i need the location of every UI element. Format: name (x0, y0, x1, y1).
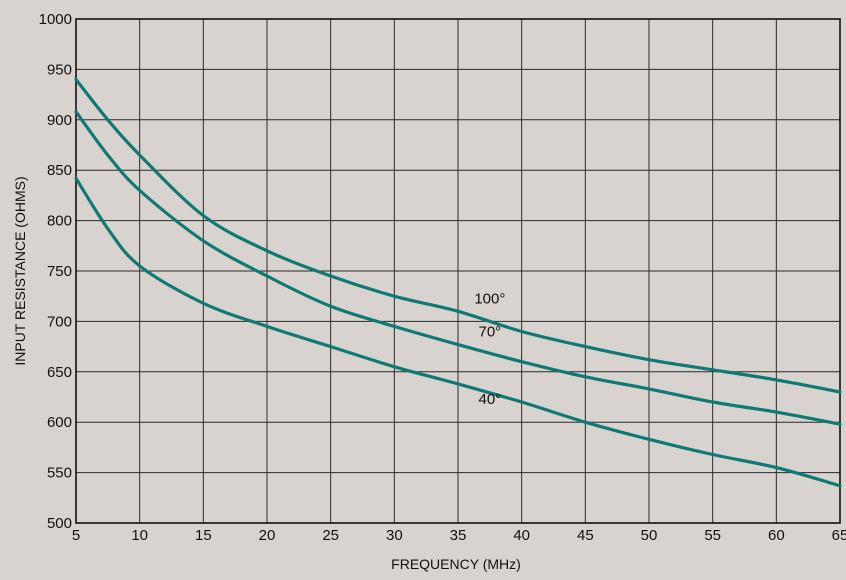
x-tick-label-50: 50 (641, 527, 658, 544)
x-axis-label: FREQUENCY (MHz) (391, 556, 521, 572)
y-tick-label-850: 850 (47, 162, 72, 179)
x-tick-label-20: 20 (259, 527, 276, 544)
x-tick-label-65: 65 (832, 527, 846, 544)
y-tick-label-600: 600 (47, 414, 72, 431)
series-label-1: 70° (478, 324, 501, 341)
x-tick-label-60: 60 (768, 527, 785, 544)
y-tick-label-900: 900 (47, 112, 72, 129)
y-tick-label-650: 650 (47, 364, 72, 381)
y-tick-label-550: 550 (47, 465, 72, 482)
x-tick-label-25: 25 (322, 527, 339, 544)
x-tick-label-40: 40 (513, 527, 530, 544)
y-tick-label-500: 500 (47, 515, 72, 532)
y-tick-label-1000: 1000 (39, 11, 72, 28)
x-tick-label-15: 15 (195, 527, 212, 544)
series-label-2: 40° (478, 391, 501, 408)
y-axis-label: INPUT RESISTANCE (OHMS) (12, 176, 28, 365)
x-tick-label-5: 5 (72, 527, 80, 544)
x-tick-label-10: 10 (131, 527, 148, 544)
x-tick-label-30: 30 (386, 527, 403, 544)
y-tick-label-800: 800 (47, 213, 72, 230)
y-tick-label-700: 700 (47, 313, 72, 330)
y-tick-label-750: 750 (47, 263, 72, 280)
x-tick-label-55: 55 (704, 527, 721, 544)
y-tick-label-950: 950 (47, 61, 72, 78)
x-tick-label-45: 45 (577, 527, 594, 544)
x-tick-label-35: 35 (450, 527, 467, 544)
series-label-0: 100° (474, 290, 505, 307)
